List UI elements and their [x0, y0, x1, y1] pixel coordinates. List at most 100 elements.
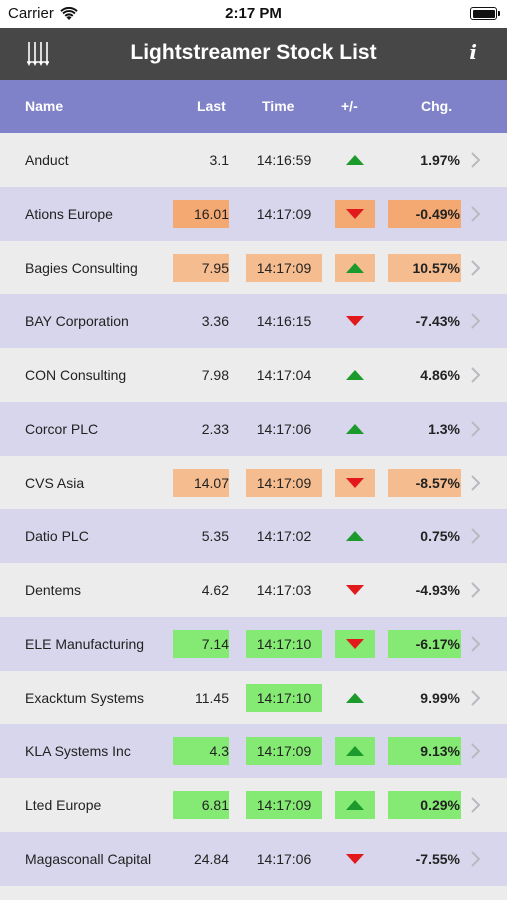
- stock-time: 14:17:03: [256, 582, 312, 598]
- chevron-right-icon: [471, 689, 481, 706]
- chevron-right-icon: [471, 528, 481, 544]
- table-row[interactable]: Magasconall Capital 24.84 14:17:06 -7.55%: [0, 831, 507, 886]
- stock-last: 7.98: [201, 367, 229, 383]
- stock-time: 14:16:15: [256, 313, 312, 330]
- stock-last: 7.14: [173, 629, 229, 658]
- stock-last: 3.36: [201, 313, 229, 330]
- stock-direction: [335, 361, 375, 389]
- chevron-right-icon: [471, 367, 481, 383]
- stock-last: 11.45: [195, 689, 229, 706]
- stock-name: Bagies Consulting: [25, 259, 138, 276]
- chevron-right-icon: [471, 636, 481, 652]
- wifi-icon: [60, 6, 78, 20]
- columns-icon[interactable]: [26, 40, 50, 68]
- info-icon[interactable]: i: [469, 40, 477, 64]
- battery-icon: [470, 7, 500, 20]
- table-row[interactable]: CVS Asia 14.07 14:17:09 -8.57%: [0, 455, 507, 510]
- arrow-up-icon: [346, 155, 364, 165]
- header-change: +/-: [341, 98, 358, 114]
- arrow-down-icon: [346, 638, 364, 649]
- stock-change-percent: -4.93%: [415, 582, 460, 598]
- stock-direction: [335, 307, 375, 335]
- stock-name: ELE Manufacturing: [25, 635, 145, 652]
- arrow-up-icon: [346, 531, 364, 542]
- stock-change-percent: -7.55%: [415, 850, 460, 867]
- stock-direction: [335, 737, 375, 766]
- stock-direction: [335, 253, 375, 282]
- stock-change-percent: 0.29%: [388, 791, 461, 819]
- status-time: 2:17 PM: [225, 5, 282, 22]
- stock-change-percent: -7.43%: [415, 313, 460, 330]
- table-row[interactable]: Exacktum Systems 11.45 14:17:10 9.99%: [0, 670, 507, 725]
- stock-name: Exacktum Systems: [25, 689, 145, 706]
- stock-direction: [335, 684, 375, 712]
- arrow-up-icon: [346, 692, 364, 703]
- stock-change-percent: -6.17%: [388, 629, 461, 658]
- chevron-right-icon: [471, 582, 481, 598]
- arrow-down-icon: [346, 208, 364, 219]
- page-title: Lightstreamer Stock List: [130, 41, 377, 64]
- arrow-up-icon: [346, 800, 364, 810]
- table-row[interactable]: Anduct 3.1 14:16:59 1.97%: [0, 133, 507, 187]
- stock-name: BAY Corporation: [25, 313, 129, 330]
- stock-change-percent: 9.99%: [420, 689, 460, 706]
- stock-time: 14:17:02: [256, 528, 312, 545]
- header-last: Last: [197, 98, 226, 114]
- status-bar: Carrier 2:17 PM: [0, 0, 507, 28]
- stock-name: Magasconall Capital: [25, 850, 152, 867]
- stock-direction: [335, 468, 375, 497]
- table-row[interactable]: KLA Systems Inc 4.3 14:17:09 9.13%: [0, 724, 507, 778]
- chevron-right-icon: [471, 206, 481, 222]
- table-row[interactable]: Datio PLC 5.35 14:17:02 0.75%: [0, 509, 507, 563]
- stock-time: 14:17:10: [246, 629, 322, 658]
- table-row[interactable]: Ations Europe 16.01 14:17:09 -0.49%: [0, 186, 507, 241]
- stock-name: Lted Europe: [25, 797, 102, 813]
- table-row[interactable]: CON Consulting 7.98 14:17:04 4.86%: [0, 348, 507, 402]
- stock-time: 14:17:09: [246, 737, 322, 766]
- chevron-right-icon: [471, 313, 481, 329]
- stock-direction: [335, 629, 375, 658]
- stock-direction: [335, 415, 375, 443]
- stock-time: 14:17:06: [256, 850, 312, 867]
- table-row[interactable]: ELE Manufacturing 7.14 14:17:10 -6.17%: [0, 616, 507, 671]
- stock-last: 5.35: [201, 528, 229, 545]
- stock-last: 3.1: [209, 152, 229, 168]
- stock-change-percent: 1.3%: [428, 420, 460, 437]
- table-row[interactable]: BAY Corporation 3.36 14:16:15 -7.43%: [0, 294, 507, 348]
- stock-time: 14:17:06: [256, 420, 312, 437]
- stock-time: 14:17:09: [256, 205, 312, 222]
- table-row[interactable]: Bagies Consulting 7.95 14:17:09 10.57%: [0, 240, 507, 295]
- arrow-up-icon: [346, 370, 364, 380]
- stock-change-percent: 9.13%: [388, 737, 461, 766]
- stock-list: Anduct 3.1 14:16:59 1.97% Ations Europe 16.01…: [0, 133, 507, 886]
- stock-name: KLA Systems Inc: [25, 743, 131, 760]
- stock-last: 7.95: [173, 253, 229, 282]
- stock-last: 24.84: [193, 850, 229, 867]
- stock-time: 14:17:09: [246, 468, 322, 497]
- stock-name: Dentems: [25, 582, 82, 598]
- stock-last: 4.3: [173, 737, 229, 766]
- table-row[interactable]: Lted Europe 6.81 14:17:09 0.29%: [0, 778, 507, 832]
- table-row[interactable]: Corcor PLC 2.33 14:17:06 1.3%: [0, 401, 507, 456]
- chevron-right-icon: [471, 474, 481, 491]
- arrow-up-icon: [346, 423, 364, 434]
- stock-last: 14.07: [173, 468, 229, 497]
- stock-time: 14:17:09: [246, 253, 322, 282]
- stock-change-percent: 0.75%: [420, 528, 460, 545]
- table-row[interactable]: Dentems 4.62 14:17:03 -4.93%: [0, 563, 507, 617]
- stock-time: 14:17:04: [256, 367, 312, 383]
- chevron-right-icon: [471, 851, 481, 867]
- carrier-label: Carrier: [8, 5, 54, 22]
- chevron-right-icon: [471, 152, 481, 168]
- stock-direction: [335, 199, 375, 228]
- stock-time: 14:16:59: [256, 152, 312, 168]
- chevron-right-icon: [471, 797, 481, 813]
- stock-direction: [335, 522, 375, 550]
- header-chg: Chg.: [421, 98, 453, 114]
- stock-change-percent: 4.86%: [420, 367, 460, 383]
- stock-name: Datio PLC: [25, 528, 89, 545]
- arrow-down-icon: [346, 316, 364, 327]
- stock-direction: [335, 576, 375, 604]
- header-time: Time: [262, 98, 295, 114]
- stock-name: Ations Europe: [25, 205, 113, 222]
